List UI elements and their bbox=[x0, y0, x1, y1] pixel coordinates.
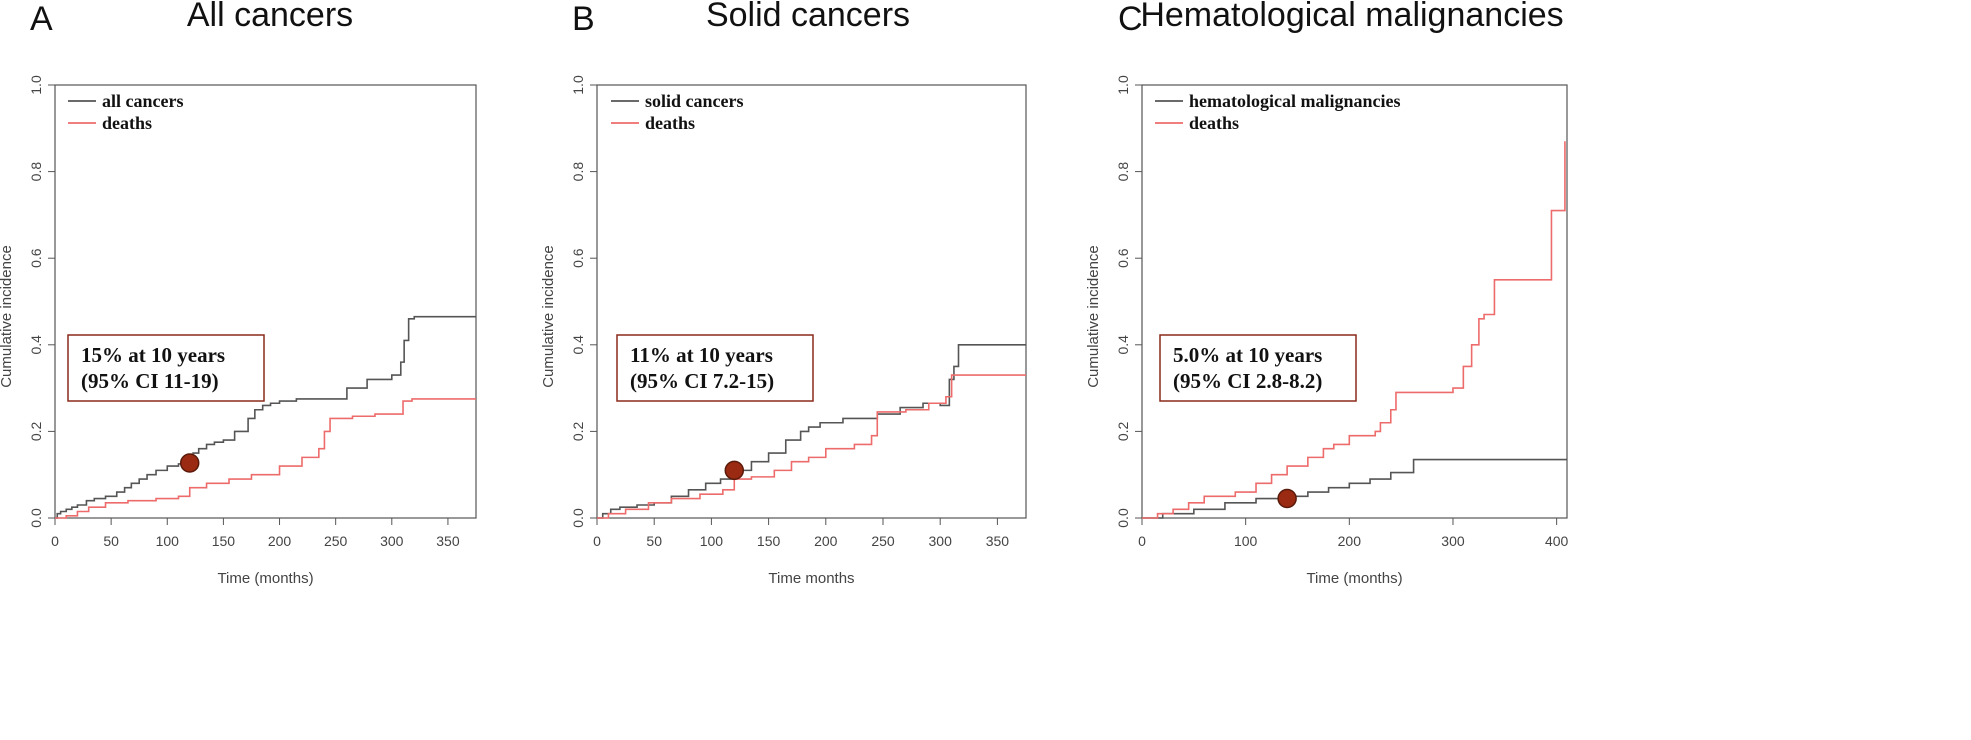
ten-year-marker bbox=[1277, 488, 1297, 509]
y-tick-label: 0.4 bbox=[28, 335, 44, 355]
annotation-line: 11% at 10 years bbox=[630, 343, 773, 367]
y-tick-label: 0.8 bbox=[570, 162, 586, 182]
plot-frame bbox=[596, 84, 1027, 519]
x-tick-label: 100 bbox=[1234, 533, 1258, 549]
annotation-box bbox=[616, 334, 814, 402]
y-tick-label: 0.6 bbox=[570, 248, 586, 268]
panel-title: Solid cancers bbox=[706, 0, 910, 34]
x-tick-label: 300 bbox=[1441, 533, 1465, 549]
x-tick-label: 200 bbox=[814, 533, 838, 549]
y-tick-label: 0.6 bbox=[1115, 248, 1131, 268]
x-axis-label: Time (months) bbox=[217, 570, 313, 587]
y-tick-label: 0.0 bbox=[28, 508, 44, 528]
legend-label: hematological malignancies bbox=[1189, 91, 1400, 111]
y-tick-label: 0.0 bbox=[570, 508, 586, 528]
panel-title: All cancers bbox=[187, 0, 353, 34]
series-line-deaths bbox=[1142, 141, 1566, 519]
y-tick-label: 1.0 bbox=[28, 75, 44, 95]
panel-letter: C bbox=[1118, 0, 1143, 38]
x-tick-label: 0 bbox=[593, 533, 601, 549]
panel-letter: A bbox=[30, 0, 53, 38]
x-tick-label: 300 bbox=[929, 533, 953, 549]
y-axis-label: Cumulative incidence bbox=[0, 245, 15, 388]
x-tick-label: 100 bbox=[700, 533, 724, 549]
x-tick-label: 200 bbox=[1338, 533, 1362, 549]
plot-frame bbox=[54, 84, 477, 519]
x-tick-label: 50 bbox=[646, 533, 662, 549]
series-line-cancers bbox=[1142, 458, 1567, 519]
legend-label: solid cancers bbox=[645, 91, 744, 111]
y-tick-label: 0.0 bbox=[1115, 508, 1131, 528]
y-axis-label: Cumulative incidence bbox=[540, 245, 557, 388]
x-tick-label: 150 bbox=[212, 533, 236, 549]
y-tick-label: 1.0 bbox=[1115, 75, 1131, 95]
x-tick-label: 300 bbox=[380, 533, 404, 549]
x-tick-label: 350 bbox=[436, 533, 460, 549]
x-tick-label: 50 bbox=[103, 533, 119, 549]
y-tick-label: 0.2 bbox=[570, 421, 586, 441]
y-tick-label: 0.8 bbox=[28, 162, 44, 182]
x-tick-label: 150 bbox=[757, 533, 781, 549]
y-tick-label: 1.0 bbox=[570, 75, 586, 95]
panel-letter: B bbox=[572, 0, 595, 38]
ten-year-marker bbox=[179, 453, 200, 473]
annotation-box bbox=[67, 334, 265, 402]
x-tick-label: 0 bbox=[51, 533, 59, 549]
y-tick-label: 0.4 bbox=[1115, 335, 1131, 355]
x-tick-label: 400 bbox=[1545, 533, 1569, 549]
series-line-cancers bbox=[55, 315, 476, 519]
x-axis-label: Time months bbox=[768, 570, 854, 587]
y-tick-label: 0.6 bbox=[28, 248, 44, 268]
ten-year-marker bbox=[724, 460, 745, 481]
annotation-line: 5.0% at 10 years bbox=[1173, 343, 1322, 367]
annotation-line: (95% CI 7.2-15) bbox=[630, 369, 774, 393]
legend-label: deaths bbox=[645, 113, 695, 133]
x-tick-label: 100 bbox=[156, 533, 180, 549]
legend-label: all cancers bbox=[102, 91, 183, 111]
series-line-deaths bbox=[597, 374, 1026, 519]
panel-b: B Solid cancers 0.0 0.2 0.4 0.6 0.8 1.0 0 50 100 15… bbox=[540, 0, 1027, 587]
x-axis-label: Time (months) bbox=[1306, 570, 1402, 587]
annotation-box bbox=[1159, 334, 1357, 402]
x-tick-label: 350 bbox=[986, 533, 1010, 549]
y-tick-label: 0.2 bbox=[1115, 421, 1131, 441]
annotation-line: (95% CI 11-19) bbox=[81, 369, 219, 393]
legend-label: deaths bbox=[102, 113, 152, 133]
y-axis-label: Cumulative incidence bbox=[1085, 245, 1102, 388]
legend-label: deaths bbox=[1189, 113, 1239, 133]
y-tick-label: 0.8 bbox=[1115, 162, 1131, 182]
x-tick-label: 0 bbox=[1138, 533, 1146, 549]
x-tick-label: 250 bbox=[324, 533, 348, 549]
annotation-line: (95% CI 2.8-8.2) bbox=[1173, 369, 1322, 393]
panel-title: Hematological malignancies bbox=[1140, 0, 1563, 34]
x-tick-label: 250 bbox=[871, 533, 895, 549]
series-line-deaths bbox=[55, 398, 476, 519]
y-tick-label: 0.2 bbox=[28, 421, 44, 441]
panel-a: A All cancers 0.0 0.2 0.4 0.6 0.8 1.0 0 50 100 150 2… bbox=[0, 0, 477, 587]
annotation-line: 15% at 10 years bbox=[81, 343, 225, 367]
plot-frame bbox=[1141, 84, 1568, 519]
x-tick-label: 200 bbox=[268, 533, 292, 549]
y-tick-label: 0.4 bbox=[570, 335, 586, 355]
